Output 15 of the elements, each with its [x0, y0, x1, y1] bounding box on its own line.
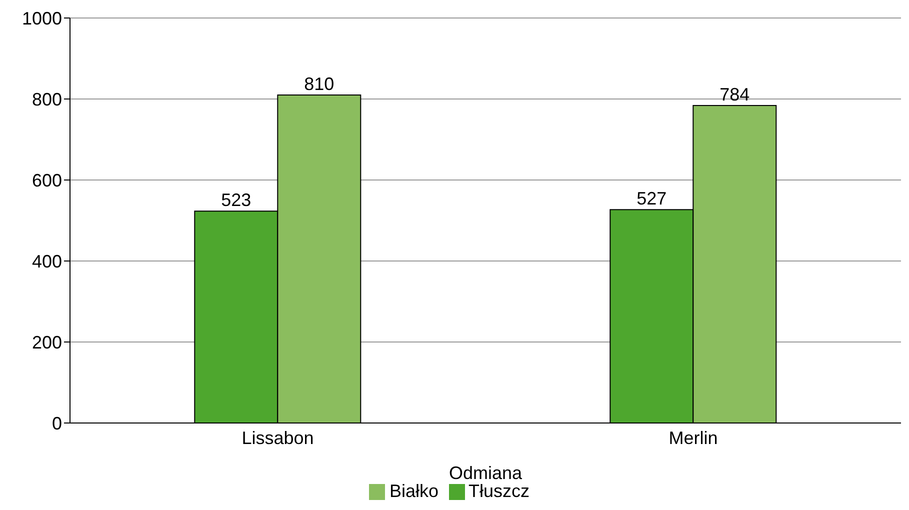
data-label: 523: [221, 190, 252, 210]
y-tick-label: 1000: [22, 8, 62, 28]
y-tick-label: 0: [52, 413, 62, 434]
x-axis-title: Odmiana: [448, 463, 524, 483]
legend-label: Białko: [389, 481, 438, 501]
y-tick-label: 200: [32, 332, 62, 352]
y-tick-label: 400: [32, 251, 62, 272]
legend-label: Tłuszcz: [468, 481, 530, 501]
data-label: 527: [636, 188, 667, 209]
x-tick-label: Merlin: [668, 428, 718, 448]
data-label: 810: [304, 74, 334, 94]
data-label: 784: [720, 84, 750, 104]
x-tick-label: Lissabon: [242, 428, 314, 448]
y-tick-label: 800: [32, 89, 62, 110]
y-tick-label: 600: [32, 170, 62, 190]
